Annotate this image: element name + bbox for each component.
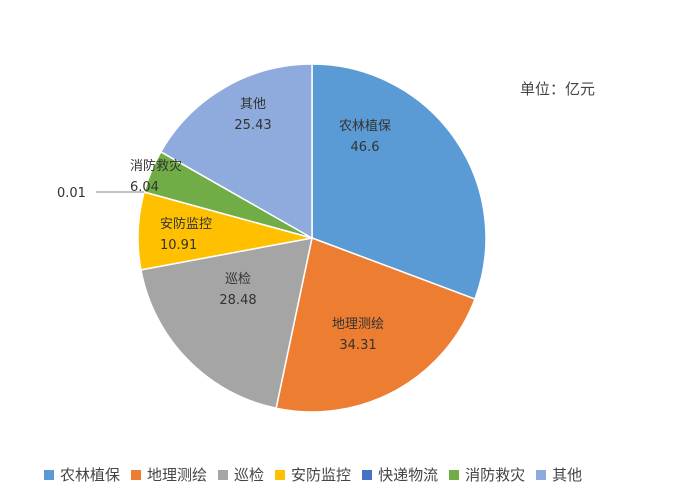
legend-label-fire: 消防救灾	[465, 466, 526, 484]
legend-item-fire: 消防救灾	[449, 464, 525, 485]
slice-label-inspect: 巡检	[225, 272, 251, 287]
slice-value-security: 10.91	[160, 238, 197, 253]
legend-item-logistics: 快递物流	[362, 464, 438, 485]
legend-label-survey: 地理测绘	[147, 466, 208, 484]
legend-swatch-fire	[449, 469, 460, 480]
legend-item-other: 其他	[536, 464, 582, 485]
slice-label-security: 安防监控	[160, 216, 212, 232]
legend-item-agri: 农林植保	[44, 464, 120, 485]
slice-value-other: 25.43	[234, 118, 271, 133]
legend-label-other: 其他	[552, 466, 583, 484]
legend-swatch-inspect	[218, 469, 229, 480]
legend-swatch-survey	[131, 469, 142, 480]
legend-swatch-agri	[44, 469, 54, 480]
legend-swatch-other	[536, 469, 547, 480]
slice-value-fire: 6.04	[130, 180, 159, 195]
slice-label-agri: 农林植保	[339, 119, 391, 134]
chart-legend: 农林植保 地理测绘 巡检 安防监控 快递物流 消防救灾 其他	[44, 464, 593, 485]
slice-label-other: 其他	[240, 97, 266, 112]
legend-label-security: 安防监控	[291, 466, 352, 484]
slice-value-agri: 46.6	[351, 140, 380, 155]
slice-inspect	[140, 237, 313, 410]
slice-agri	[311, 63, 487, 300]
pie-slices	[137, 63, 487, 413]
legend-label-agri: 农林植保	[60, 466, 121, 484]
legend-item-inspect: 巡检	[218, 464, 264, 485]
slice-other	[159, 63, 313, 240]
slice-label-fire: 消防救灾	[130, 158, 182, 174]
slice-value-inspect: 28.48	[219, 293, 256, 308]
legend-item-survey: 地理测绘	[131, 464, 207, 485]
legend-label-inspect: 巡检	[234, 466, 265, 484]
slice-survey	[275, 236, 476, 413]
slice-value-survey: 34.31	[339, 338, 376, 353]
legend-swatch-logistics	[362, 469, 373, 480]
slice-value-logistics: 0.01	[57, 186, 86, 201]
legend-item-security: 安防监控	[275, 464, 351, 485]
unit-label: 单位：亿元	[520, 80, 596, 98]
slice-label-survey: 地理测绘	[332, 317, 384, 332]
legend-swatch-security	[275, 469, 286, 480]
slice-labels: 农林植保 46.6 地理测绘 34.31 巡检 28.48 安防监控 10.91 0.01 消防救…	[57, 97, 391, 353]
legend-label-logistics: 快递物流	[378, 466, 439, 484]
